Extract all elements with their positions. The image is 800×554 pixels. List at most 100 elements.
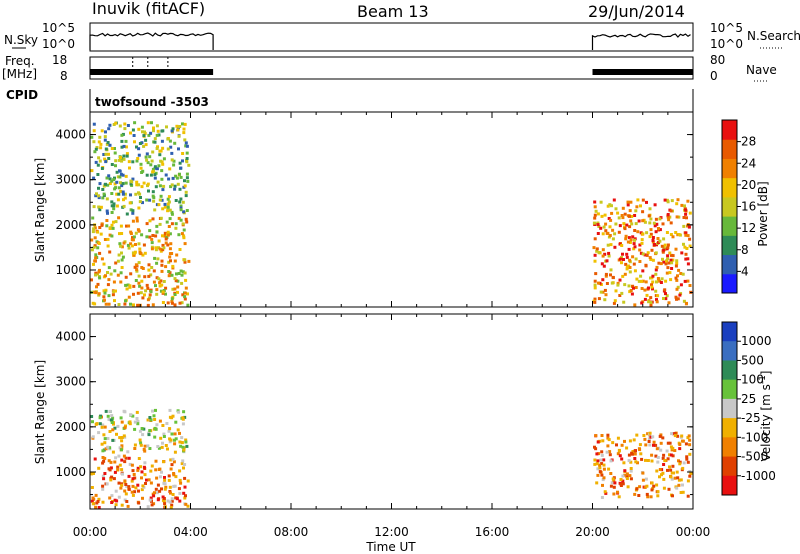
range-gate-cell [645, 484, 649, 488]
range-gate-cell [604, 293, 608, 297]
range-gate-cell [686, 479, 690, 483]
range-gate-cell [90, 278, 93, 282]
range-gate-cell [105, 176, 109, 180]
range-gate-cell [609, 273, 612, 277]
range-gate-cell [636, 230, 640, 234]
colorbar-segment [722, 341, 737, 361]
velocity-colorbar-label: Velocity [m s-1] [758, 371, 773, 462]
range-gate-cell [103, 291, 107, 295]
range-gate-cell [640, 279, 644, 283]
range-gate-cell [638, 485, 642, 489]
station-title: Inuvik (fitACF) [92, 0, 205, 18]
range-gate-cell [680, 434, 684, 438]
range-gate-cell [178, 499, 182, 503]
range-gate-cell [120, 245, 124, 249]
range-gate-cell [676, 434, 680, 438]
range-gate-cell [666, 200, 670, 204]
range-gate-cell [607, 217, 611, 220]
range-gate-cell [94, 291, 98, 295]
range-gate-cell [153, 256, 157, 260]
range-gate-cell [168, 167, 172, 171]
range-gate-cell [179, 175, 183, 179]
range-gate-cell [178, 248, 182, 251]
range-gate-cell [667, 218, 671, 222]
range-gate-cell [110, 223, 114, 227]
range-gate-cell [648, 431, 652, 435]
range-gate-cell [168, 427, 172, 431]
freq-label: Freq. [5, 54, 35, 68]
range-gate-cell [133, 443, 137, 447]
range-gate-cell [147, 296, 151, 300]
range-gate-cell [111, 450, 115, 454]
range-gate-cell [686, 279, 690, 283]
range-gate-cell [97, 140, 101, 144]
range-gate-cell [166, 209, 170, 213]
range-gate-cell [167, 260, 171, 264]
range-gate-cell [170, 301, 174, 305]
range-gate-cell [99, 146, 103, 150]
colorbar-segment [722, 196, 737, 217]
range-gate-cell [104, 288, 108, 292]
range-gate-cell [669, 278, 673, 282]
range-gate-cell [626, 200, 630, 204]
range-gate-cell [656, 294, 660, 298]
range-gate-cell [117, 186, 121, 190]
range-gate-cell [183, 295, 187, 299]
range-gate-cell [147, 433, 151, 437]
range-gate-cell [670, 253, 673, 257]
range-gate-cell [110, 475, 114, 479]
range-gate-cell [182, 236, 186, 240]
range-gate-cell [661, 436, 665, 440]
range-gate-cell [597, 251, 601, 255]
range-gate-cell [154, 487, 158, 491]
range-gate-cell [676, 476, 680, 480]
range-gate-cell [94, 160, 98, 164]
range-gate-cell [167, 478, 171, 482]
range-gate-cell [106, 141, 110, 144]
range-gate-cell [654, 251, 658, 255]
range-gate-cell [141, 201, 144, 205]
range-gate-cell [652, 440, 656, 444]
range-gate-cell [181, 159, 184, 163]
freq-trace [592, 69, 693, 75]
range-gate-cell [123, 498, 127, 502]
range-gate-cell [662, 297, 665, 300]
range-gate-cell [603, 252, 607, 256]
range-gate-cell [106, 183, 110, 187]
range-gate-cell [110, 163, 114, 166]
range-gate-cell [670, 477, 674, 481]
time-tick-label: 00:00 [676, 525, 711, 539]
colorbar-segment [722, 418, 737, 438]
range-gate-cell [654, 443, 658, 447]
range-gate-cell [100, 129, 104, 133]
range-gate-cell [647, 286, 650, 290]
range-gate-cell [123, 192, 127, 196]
range-gate-cell [153, 426, 157, 430]
range-gate-cell [98, 276, 102, 280]
range-gate-cell [96, 272, 99, 276]
range-gate-cell [180, 281, 184, 285]
range-gate-cell [151, 150, 155, 154]
range-gate-cell [144, 143, 148, 147]
colorbar-segment [722, 235, 737, 256]
range-gate-cell [106, 414, 110, 418]
range-gate-cell [138, 438, 142, 442]
power-scatter [90, 121, 693, 307]
range-gate-cell [101, 456, 105, 459]
range-gate-cell [157, 203, 161, 207]
range-gate-cell [178, 469, 182, 473]
range-gate-cell [92, 245, 96, 249]
range-gate-cell [111, 293, 115, 297]
range-gate-cell [167, 474, 171, 478]
range-gate-cell [178, 491, 182, 495]
range-gate-cell [655, 469, 659, 473]
range-gate-cell [127, 487, 131, 491]
range-gate-cell [601, 278, 605, 282]
colorbar-segment [722, 456, 737, 477]
range-gate-cell [114, 186, 118, 190]
range-gate-cell [157, 239, 161, 243]
range-gate-cell [596, 221, 600, 225]
range-gate-cell [666, 457, 670, 461]
range-gate-cell [137, 147, 141, 151]
range-gate-cell [678, 447, 682, 451]
